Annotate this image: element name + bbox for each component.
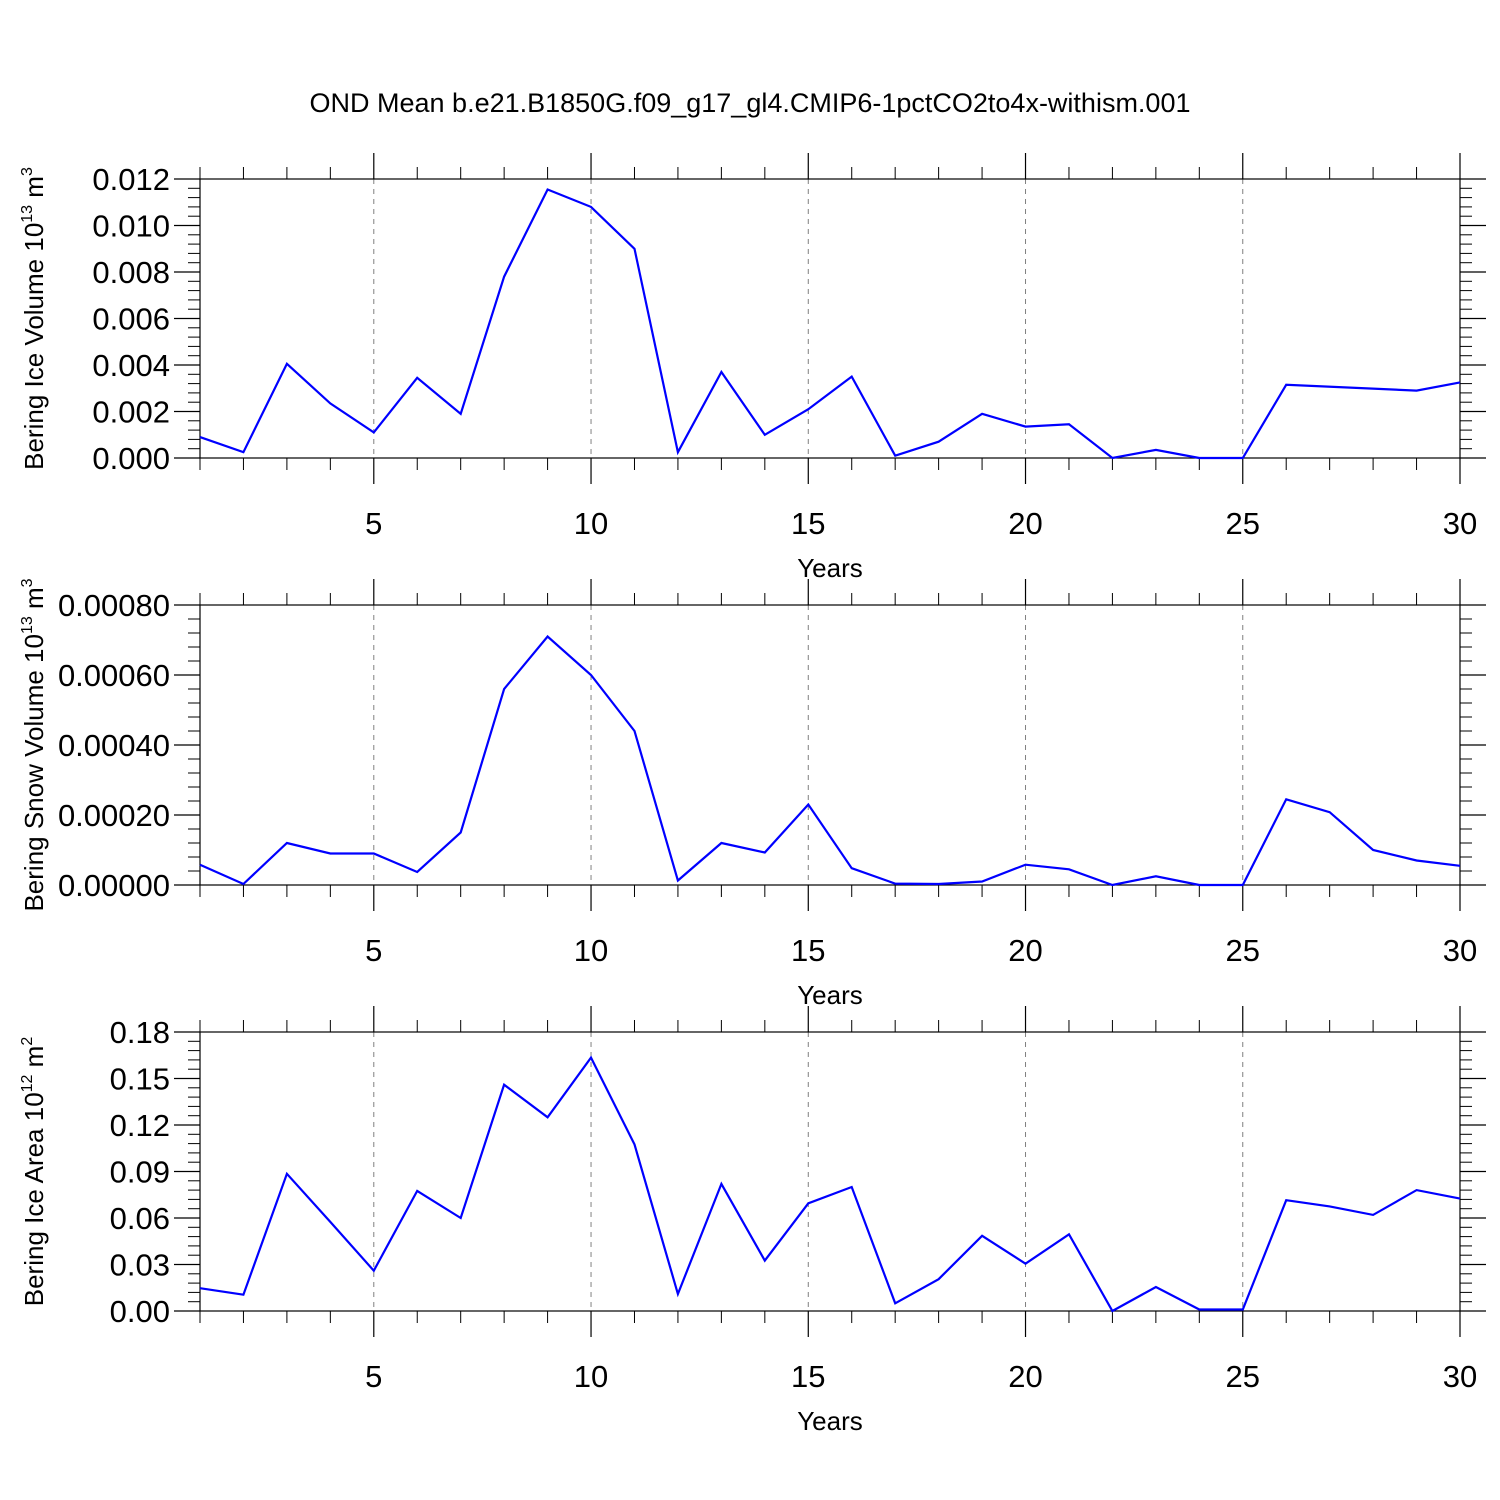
x-tick-label: 30 [1443, 506, 1477, 541]
figure-title: OND Mean b.e21.B1850G.f09_g17_gl4.CMIP6-… [310, 88, 1191, 118]
series-line [199, 188, 1461, 460]
x-tick-label: 30 [1443, 1359, 1477, 1394]
panel-ice-volume: 0.000 0.002 0.004 0.006 0.008 0.010 0.012 5 10 15… [19, 153, 1486, 583]
y-axis-label: Bering Ice Volume 1013 m3 [19, 167, 49, 470]
y-tick-label: 0.00040 [58, 728, 170, 763]
y-tick-label: 0.004 [92, 348, 170, 383]
x-tick-label: 10 [574, 933, 608, 968]
x-axis-label: Years [797, 980, 863, 1010]
plot-frame [199, 178, 1461, 459]
x-tick-label: 20 [1008, 506, 1042, 541]
y-axis-label: Bering Ice Area 1012 m2 [19, 1037, 49, 1307]
x-tick-label: 25 [1226, 1359, 1260, 1394]
y-tick-label: 0.00060 [58, 658, 170, 693]
y-tick-label: 0.09 [110, 1155, 170, 1190]
y-tick-label: 0.00000 [58, 868, 170, 903]
y-tick-label: 0.00020 [58, 798, 170, 833]
x-tick-label: 30 [1443, 933, 1477, 968]
x-tick-label: 25 [1226, 933, 1260, 968]
x-tick-label: 20 [1008, 1359, 1042, 1394]
y-tick-label: 0.00 [110, 1294, 170, 1329]
x-tick-label: 5 [365, 506, 382, 541]
y-tick-label: 0.008 [92, 255, 170, 290]
y-tick-label: 0.06 [110, 1201, 170, 1236]
x-tick-label: 25 [1226, 506, 1260, 541]
y-tick-label: 0.012 [92, 162, 170, 197]
y-tick-label: 0.03 [110, 1248, 170, 1283]
y-tick-label: 0.18 [110, 1015, 170, 1050]
x-tick-label: 15 [791, 933, 825, 968]
y-tick-label: 0.002 [92, 395, 170, 430]
y-axis-label: Bering Snow Volume 1013 m3 [19, 578, 49, 911]
panel-snow-volume: 0.00000 0.00020 0.00040 0.00060 0.00080 5 10 15… [19, 578, 1486, 1010]
y-tick-label: 0.006 [92, 302, 170, 337]
plot-frame [199, 1031, 1461, 1312]
x-tick-label: 5 [365, 1359, 382, 1394]
x-axis-label: Years [797, 553, 863, 583]
x-tick-label: 15 [791, 506, 825, 541]
series-line [199, 1055, 1461, 1313]
y-tick-label: 0.15 [110, 1062, 170, 1097]
y-tick-label: 0.010 [92, 209, 170, 244]
x-tick-label: 5 [365, 933, 382, 968]
y-tick-label: 0.00080 [58, 588, 170, 623]
y-tick-label: 0.12 [110, 1108, 170, 1143]
panel-ice-area: 0.00 0.03 0.06 0.09 0.12 0.15 0.18 5 10 15 20 25 30 Y… [19, 1006, 1486, 1436]
x-axis-label: Years [797, 1406, 863, 1436]
y-tick-label: 0.000 [92, 441, 170, 476]
plot-frame [199, 604, 1461, 886]
x-tick-label: 10 [574, 1359, 608, 1394]
x-tick-label: 10 [574, 506, 608, 541]
x-tick-label: 15 [791, 1359, 825, 1394]
x-tick-label: 20 [1008, 933, 1042, 968]
series-line [199, 634, 1461, 887]
